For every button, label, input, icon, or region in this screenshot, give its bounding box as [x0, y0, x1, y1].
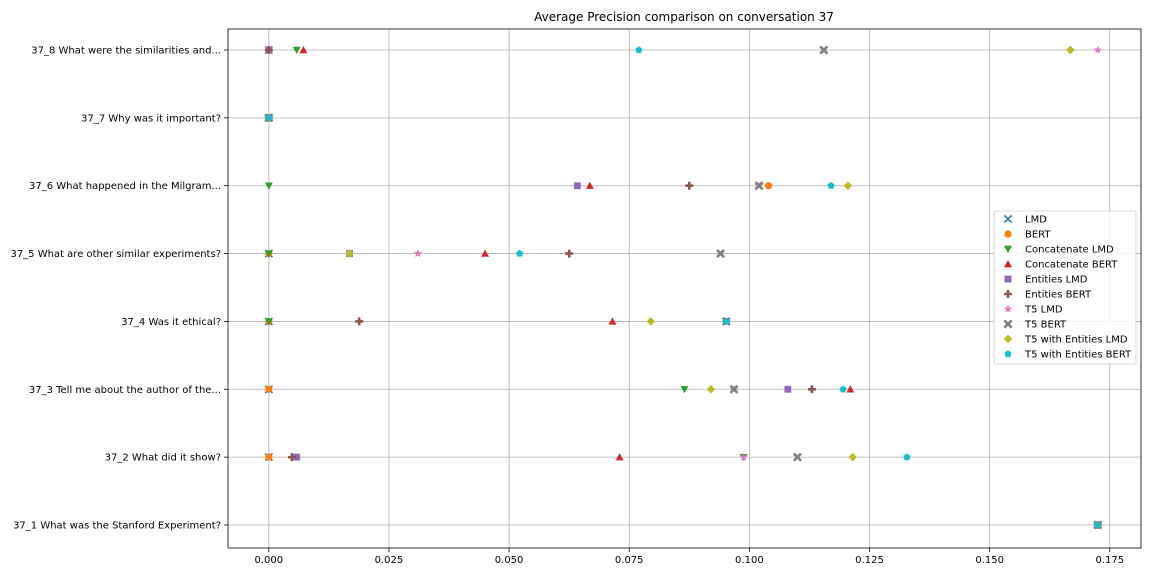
point-entities-bert: [807, 385, 816, 394]
axes: 0.000 0.025 0.050 0.075 0.100 0.125 0.150 0.175…: [10, 28, 1142, 566]
y-tick-label: 37_7 Why was it important?: [81, 113, 221, 124]
x-tick-label: 0.075: [615, 555, 644, 566]
point-t5-lmd: [413, 249, 422, 258]
legend-label-t5-with-entities-bert: T5 with Entities BERT: [1024, 350, 1132, 361]
y-tick-label: 37_5 What are other similar experiments?: [10, 249, 221, 260]
point-t5-lmd: [1093, 45, 1102, 54]
legend-marker-entities-bert: [1004, 290, 1012, 299]
point-entities-bert: [287, 453, 296, 462]
point-t5-bert: [819, 45, 829, 55]
point-t5-with-entities-bert: [516, 249, 524, 257]
point-entities-lmd: [293, 453, 301, 461]
point-t5-with-entities-lmd: [1066, 45, 1075, 55]
point-entities-bert: [264, 46, 273, 54]
point-concatenate-bert: [299, 46, 308, 54]
point-concatenate-bert: [481, 249, 490, 257]
point-bert: [265, 453, 273, 461]
point-entities-lmd: [573, 182, 581, 190]
y-tick-label: 37_1 What was the Stanford Experiment?: [13, 521, 221, 532]
x-tick-label: 0.100: [735, 555, 764, 566]
point-concatenate-lmd: [264, 318, 273, 326]
point-t5-bert: [792, 452, 802, 462]
point-concatenate-bert: [846, 385, 855, 393]
legend-label-t5-with-entities-lmd: T5 with Entities LMD: [1024, 335, 1128, 346]
point-bert: [265, 385, 273, 393]
legend-marker-t5-with-entities-lmd: [1003, 334, 1013, 344]
legend-marker-t5-bert: [1003, 319, 1013, 329]
x-tick-label: 0.000: [255, 555, 284, 566]
point-entities-bert: [685, 181, 694, 190]
legend-marker-t5-with-entities-bert: [1004, 350, 1012, 358]
point-concatenate-lmd: [264, 182, 273, 190]
y-tick-label: 37_6 What happened in the Milgram...: [29, 181, 221, 192]
point-concatenate-bert: [585, 181, 594, 189]
x-tick-label: 0.025: [375, 555, 404, 566]
point-concatenate-bert: [608, 317, 617, 325]
point-t5-with-entities-bert: [827, 181, 835, 189]
legend-label-entities-bert: Entities BERT: [1025, 290, 1092, 301]
y-tick-label: 37_4 Was it ethical?: [121, 317, 221, 328]
point-t5-with-entities-lmd: [843, 181, 853, 191]
grid: [228, 29, 1141, 548]
point-entities-lmd: [784, 385, 792, 393]
x-tick-label: 0.150: [975, 555, 1004, 566]
point-entities-bert: [565, 249, 574, 258]
point-t5-with-entities-lmd: [706, 384, 716, 394]
point-t5-with-entities-lmd: [345, 249, 354, 258]
point-t5-bert: [716, 249, 726, 259]
data-points: [264, 45, 1103, 530]
point-concatenate-lmd: [292, 46, 301, 54]
chart-title: Average Precision comparison on conversa…: [534, 10, 834, 24]
legend-marker-lmd: [1003, 214, 1013, 224]
x-tick-label: 0.125: [855, 555, 884, 566]
legend: LMD BERT Concatenate LMD Concatenate BERT En…: [993, 210, 1137, 365]
point-t5-with-entities-bert: [722, 317, 730, 325]
point-t5-with-entities-bert: [903, 453, 911, 461]
y-tick-label: 37_3 Tell me about the author of the...: [29, 385, 221, 396]
point-t5-with-entities-lmd: [646, 317, 656, 326]
x-tick-label: 0.175: [1095, 555, 1124, 566]
legend-marker-concatenate-lmd: [1004, 245, 1012, 253]
y-tick-label: 37_2 What did it show?: [105, 453, 221, 464]
legend-marker-t5-lmd: [1003, 304, 1013, 313]
point-entities-bert: [355, 317, 364, 326]
legend-label-concatenate-bert: Concatenate BERT: [1025, 260, 1118, 271]
point-concatenate-lmd: [680, 386, 689, 394]
point-concatenate-lmd: [264, 250, 273, 258]
point-t5-with-entities-lmd: [848, 452, 857, 462]
point-t5-with-entities-bert: [635, 46, 643, 54]
point-t5-with-entities-bert: [839, 385, 847, 393]
legend-label-lmd: LMD: [1025, 215, 1047, 226]
plot-frame: [227, 28, 1142, 549]
point-t5-with-entities-bert: [1094, 521, 1102, 529]
x-tick-label: 0.050: [495, 555, 524, 566]
point-t5-bert: [754, 181, 764, 191]
legend-label-concatenate-lmd: Concatenate LMD: [1025, 245, 1114, 256]
legend-marker-concatenate-bert: [1004, 260, 1012, 268]
legend-label-t5-bert: T5 BERT: [1024, 320, 1067, 331]
y-tick-label: 37_8 What were the similarities and...: [31, 46, 221, 57]
legend-label-t5-lmd: T5 LMD: [1024, 305, 1063, 316]
legend-label-bert: BERT: [1025, 230, 1051, 241]
point-concatenate-bert: [615, 453, 624, 461]
legend-marker-entities-lmd: [1004, 275, 1012, 283]
point-t5-lmd: [739, 452, 748, 461]
point-t5-with-entities-bert: [265, 114, 273, 121]
point-t5-bert: [729, 384, 739, 394]
legend-box: [993, 210, 1137, 365]
legend-marker-bert: [1004, 230, 1012, 238]
legend-label-entities-lmd: Entities LMD: [1025, 275, 1088, 286]
point-bert: [764, 182, 773, 190]
